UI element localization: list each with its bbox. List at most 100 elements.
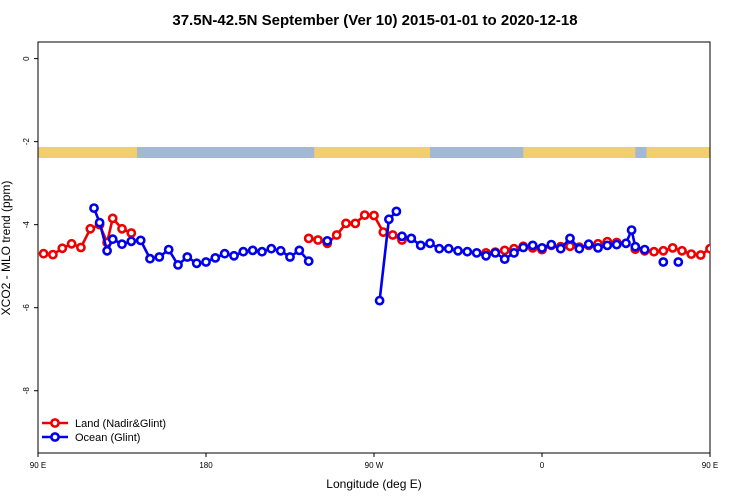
data-point [145, 253, 155, 264]
data-point [173, 259, 183, 270]
data-point [369, 210, 379, 221]
chart-title: 37.5N-42.5N September (Ver 10) 2015-01-0… [172, 12, 577, 29]
data-point [107, 213, 118, 224]
data-point [94, 217, 105, 228]
data-point [85, 223, 96, 234]
series-layer [38, 203, 750, 306]
data-point [518, 242, 529, 253]
data-point [294, 245, 305, 256]
data-point [378, 227, 389, 237]
data-point [135, 235, 146, 246]
data-point [686, 249, 697, 259]
data-point [102, 245, 112, 256]
data-point [210, 252, 221, 263]
data-point [238, 246, 249, 257]
data-point [331, 230, 342, 240]
data-point [649, 246, 659, 257]
data-point [462, 246, 473, 257]
data-point [555, 243, 566, 254]
series-line [742, 208, 750, 265]
data-point [359, 210, 370, 220]
y-tick-label: 0 [22, 56, 31, 61]
data-point [89, 203, 99, 213]
data-point [677, 245, 687, 256]
data-point [499, 254, 510, 264]
legend-label: Ocean (Glint) [75, 432, 140, 444]
world-map-strip [38, 147, 710, 158]
map-land-1 [314, 147, 430, 158]
data-point [537, 242, 547, 253]
map-land-3 [646, 147, 710, 158]
data-point [38, 248, 49, 259]
data-point [425, 238, 435, 249]
map-land-2 [523, 147, 636, 158]
data-point [303, 233, 314, 244]
data-point [673, 257, 684, 267]
y-tick-label: -8 [22, 387, 31, 395]
series-line [378, 210, 398, 301]
data-point [611, 239, 622, 250]
data-point [415, 240, 426, 251]
x-axis-label: Longitude (deg E) [326, 477, 421, 491]
data-point [593, 242, 603, 253]
y-axis: 0 -2 -4 -6 -8 [22, 56, 38, 394]
data-point [350, 218, 361, 229]
data-point [406, 233, 417, 244]
series-ocean [89, 203, 750, 306]
data-point [182, 252, 193, 262]
data-point [107, 234, 118, 245]
series-line [43, 217, 132, 256]
legend-label: Land (Nadir&Glint) [75, 418, 166, 430]
data-point [443, 243, 454, 254]
data-point [434, 243, 445, 254]
x-axis: 90 E 180 90 W 0 90 E [30, 453, 718, 470]
data-point [734, 225, 741, 232]
data-point [341, 218, 351, 229]
data-point [387, 230, 398, 240]
y-tick-label: -2 [22, 138, 31, 146]
data-point [257, 246, 267, 257]
legend-marker [50, 418, 60, 428]
x-tick-label: 90 W [365, 461, 384, 470]
x-tick-label: 90 E [30, 461, 46, 470]
data-point [630, 241, 641, 252]
data-point [247, 245, 258, 256]
data-point [322, 235, 333, 246]
y-tick-label: -4 [22, 221, 31, 229]
data-point [658, 257, 669, 267]
data-point [313, 235, 323, 245]
legend: Land (Nadir&Glint) Ocean (Glint) [42, 418, 166, 444]
data-point [391, 206, 402, 217]
data-point [509, 247, 519, 258]
series-line [92, 207, 310, 267]
data-point [275, 245, 286, 256]
data-point [565, 241, 575, 252]
data-point [76, 242, 86, 253]
data-point [66, 238, 77, 249]
data-point [744, 221, 750, 228]
data-point [565, 233, 575, 244]
data-point [219, 248, 230, 259]
data-point [667, 242, 678, 253]
data-point [621, 238, 631, 249]
data-point [397, 231, 407, 242]
data-point [481, 250, 491, 261]
data-point [574, 243, 585, 254]
data-point [602, 240, 613, 251]
data-point [154, 252, 165, 262]
data-point [57, 243, 68, 254]
data-point [716, 240, 723, 247]
data-point [639, 244, 650, 255]
data-point [126, 228, 137, 238]
data-point [546, 239, 557, 250]
data-point [527, 240, 538, 251]
data-point [738, 205, 745, 212]
x-tick-label: 90 E [702, 461, 718, 470]
x-tick-label: 180 [199, 461, 213, 470]
y-axis-label: XCO2 - MLO trend (ppm) [0, 181, 13, 316]
x-tick-label: 0 [540, 461, 545, 470]
data-point [626, 225, 637, 235]
data-point [126, 236, 137, 247]
data-point [583, 239, 594, 250]
